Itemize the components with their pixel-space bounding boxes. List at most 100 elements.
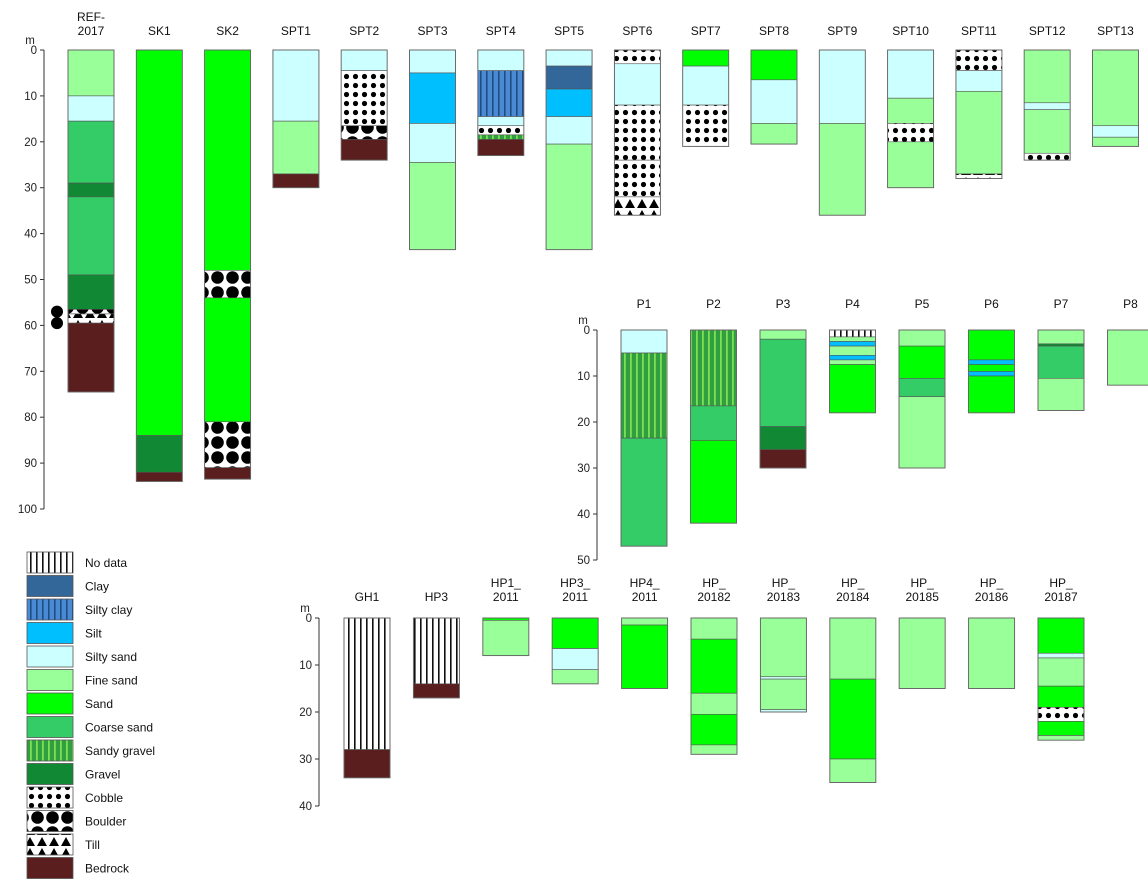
layer-bedrock — [759, 449, 807, 469]
borehole-outline — [343, 617, 391, 779]
layer-coarse-sand — [67, 196, 115, 276]
legend-item-boulder: Boulder — [26, 810, 126, 832]
layer-sand — [968, 329, 1015, 361]
borehole-name: P4 — [845, 297, 860, 311]
legend-label: Bedrock — [85, 862, 130, 876]
legend-swatch — [26, 645, 74, 668]
legend-label: Boulder — [85, 815, 126, 829]
borehole-spt10: SPT10 — [887, 24, 935, 189]
layer-silty-sand — [818, 49, 866, 124]
layer-silty-sand — [340, 49, 388, 71]
layer-fine-sand — [829, 758, 877, 783]
layer-sandy-gravel — [477, 134, 525, 140]
borehole-outline — [412, 617, 460, 699]
layer-fine-sand — [272, 120, 320, 175]
layer-bedrock — [413, 683, 460, 699]
layer-cobble — [614, 104, 661, 161]
borehole-name: HP3 — [425, 590, 449, 604]
layer-fine-sand — [545, 143, 593, 250]
depth-axis: 0 10 20 30 40 50 m — [577, 315, 598, 567]
axis-unit-label: m — [25, 35, 35, 47]
borehole-name: P2 — [706, 297, 721, 311]
legend-item-silt: Silt — [26, 622, 102, 644]
legend-swatch — [26, 739, 74, 762]
layer-fine-sand — [829, 359, 876, 365]
layer-till — [614, 196, 661, 216]
borehole-name: HP_ 20184 — [836, 576, 870, 604]
axis-unit-label: m — [578, 315, 588, 327]
layer-sand — [551, 617, 599, 649]
borehole-name: SPT6 — [622, 24, 652, 38]
borehole-hp-20182: HP_ 20182 — [690, 576, 738, 755]
axis-tick-label: 0 — [584, 325, 590, 337]
borehole-name: P7 — [1054, 297, 1069, 311]
borehole-name: P3 — [776, 297, 791, 311]
borehole-p1: P1 — [620, 297, 668, 547]
borehole-outline — [690, 329, 737, 524]
layer-boulder — [340, 125, 388, 140]
layer-sand — [829, 678, 877, 760]
borehole-p7: P7 — [1037, 297, 1085, 411]
layer-fine-sand — [1092, 49, 1139, 127]
layer-silty-sand — [272, 49, 320, 122]
borehole-spt9: SPT9 — [818, 24, 866, 216]
depth-axis: 0 10 20 30 40 50 60 70 80 90 100 m — [18, 35, 45, 516]
legend-swatch — [26, 763, 74, 785]
borehole-outline — [340, 49, 388, 161]
layer-fine-sand — [482, 620, 530, 656]
borehole-outline — [135, 49, 183, 482]
borehole-outline — [682, 49, 730, 147]
layer-bedrock — [272, 173, 320, 188]
axis-tick-label: 50 — [24, 275, 37, 287]
borehole-spt2: SPT2 — [340, 24, 388, 161]
layer-bedrock — [67, 322, 115, 393]
borehole-spt6: SPT6 — [613, 24, 661, 216]
borehole-name: SK2 — [216, 24, 239, 38]
axis-tick-label: 70 — [24, 366, 37, 378]
borehole-name: SPT8 — [759, 24, 789, 38]
borehole-outline — [759, 329, 807, 469]
legend-label: Sand — [85, 697, 113, 711]
legend-swatch — [26, 692, 74, 715]
layer-coarse-sand — [898, 377, 946, 397]
layer-sandy-gravel — [690, 329, 737, 407]
layer-fine-sand — [1107, 329, 1148, 386]
legend-swatch — [26, 857, 74, 879]
layer-coarse-sand — [67, 120, 115, 184]
layer-fine-sand — [760, 617, 807, 678]
borehole-outline — [409, 49, 456, 251]
borehole-outline — [67, 49, 115, 393]
borehole-sk1: SK1 — [135, 24, 183, 482]
borehole-name: SPT3 — [417, 24, 447, 38]
layer-silty-sand — [760, 676, 807, 680]
layer-coarse-sand — [759, 338, 807, 427]
borehole-name: HP3_ 2011 — [560, 576, 590, 604]
borehole-hp4-2011: HP4_ 2011 — [621, 576, 669, 689]
borehole-hp-20186: HP_ 20186 — [968, 576, 1016, 689]
borehole-outline — [1092, 49, 1139, 147]
layer-bedrock — [136, 471, 183, 482]
layer-coarse-sand — [620, 437, 668, 547]
legend-swatch — [26, 551, 74, 574]
borehole-name: SPT10 — [892, 24, 929, 38]
boulder-markers — [51, 305, 63, 330]
layer-cobble — [955, 49, 1003, 71]
layer-sand — [690, 714, 738, 746]
legend-swatch — [26, 786, 74, 809]
axis-tick-label: 20 — [577, 417, 590, 429]
layer-silty-sand — [477, 116, 525, 127]
axis-tick-label: 10 — [24, 91, 37, 103]
layer-bedrock — [340, 139, 388, 161]
layer-fine-sand — [1037, 657, 1085, 687]
axis-tick-label: 60 — [24, 320, 37, 332]
borehole-spt1: SPT1 — [272, 24, 320, 189]
borehole-p6: P6 — [968, 297, 1015, 414]
layer-cobble — [1037, 706, 1085, 722]
borehole-name: SPT9 — [827, 24, 857, 38]
borehole-spt3: SPT3 — [409, 24, 456, 251]
layer-fine-sand — [621, 617, 668, 626]
borehole-spt12: SPT12 — [1023, 24, 1071, 161]
borehole-p3: P3 — [759, 297, 807, 469]
borehole-hp-20187: HP_ 20187 — [1037, 576, 1085, 741]
layer-till — [955, 173, 1003, 179]
